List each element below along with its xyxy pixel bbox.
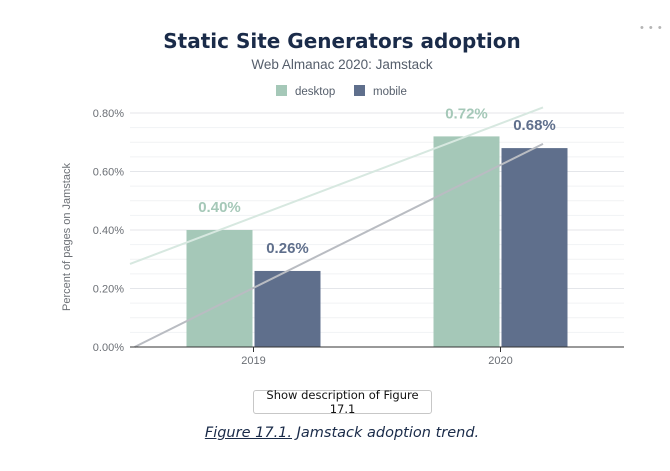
chart: Static Site Generators adoption Web Alma… [61,29,624,367]
y-tick-label: 0.40% [93,225,124,237]
data-label: 0.26% [266,240,309,257]
trendline-mobile [134,142,544,348]
show-description-button[interactable]: Show description of Figure 17.1 [253,388,432,416]
y-tick-label: 0.80% [93,108,124,120]
y-tick-label: 0.20% [93,284,124,296]
caption-text: Jamstack adoption trend. [292,425,480,441]
bar-mobile-2019[interactable] [254,270,321,347]
y-axis-label: Percent of pages on Jamstack [61,163,73,311]
x-tick-label: 2020 [488,355,512,367]
figure-caption: Figure 17.1. Jamstack adoption trend. [0,425,670,441]
more-options-icon[interactable]: • • • [640,22,663,34]
chart-title: Static Site Generators adoption [163,29,520,53]
bars [186,136,568,347]
data-label: 0.68% [513,117,556,134]
data-label: 0.72% [445,105,488,122]
chart-subtitle: Web Almanac 2020: Jamstack [251,57,433,72]
figure-link[interactable]: Figure 17.1. [204,425,293,441]
legend-swatch-desktop[interactable] [276,85,287,96]
x-tick-label: 2019 [241,355,265,367]
legend: desktop mobile [276,85,407,98]
trendlines [129,106,544,348]
bar-mobile-2020[interactable] [501,148,568,347]
bar-desktop-2020[interactable] [433,136,500,347]
axes: 0.00% 0.20% 0.40% 0.60% 0.80% 2019 2020 [93,108,624,367]
bar-desktop-2019[interactable] [186,230,253,347]
data-label: 0.40% [198,199,241,216]
legend-label-desktop[interactable]: desktop [295,86,335,98]
data-labels: 0.40% 0.26% 0.72% 0.68% [198,105,556,257]
legend-swatch-mobile[interactable] [354,85,365,96]
y-tick-label: 0.00% [93,342,124,354]
legend-label-mobile[interactable]: mobile [373,86,407,98]
y-tick-label: 0.60% [93,167,124,179]
trendline-desktop [129,106,544,265]
